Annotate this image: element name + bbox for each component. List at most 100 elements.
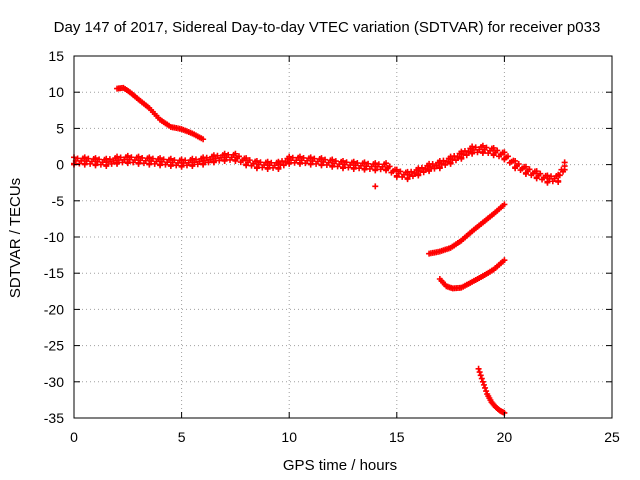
- data-point: [548, 173, 555, 180]
- data-point: [124, 152, 131, 159]
- data-point: [463, 152, 470, 159]
- data-point: [479, 142, 486, 149]
- data-point: [482, 384, 489, 391]
- data-point: [447, 160, 454, 167]
- data-point: [458, 148, 465, 155]
- data-point: [74, 155, 81, 162]
- data-point: [280, 162, 287, 169]
- data-point: [221, 150, 228, 157]
- y-tick-label: -5: [52, 193, 65, 209]
- data-point: [257, 159, 264, 166]
- x-tick-label: 10: [281, 429, 297, 445]
- x-axis-label: GPS time / hours: [283, 457, 397, 474]
- data-point: [289, 154, 296, 161]
- data-point: [275, 165, 282, 172]
- data-point: [296, 153, 303, 160]
- data-point: [361, 159, 368, 166]
- data-point: [178, 156, 185, 163]
- data-point: [411, 170, 418, 177]
- data-point: [406, 171, 413, 178]
- data-point: [322, 156, 329, 163]
- data-point: [561, 159, 568, 166]
- data-point: [454, 153, 461, 160]
- y-axis-label: SDTVAR / TECUs: [7, 178, 24, 298]
- data-point: [431, 165, 438, 172]
- data-point: [490, 152, 497, 159]
- data-point: [318, 155, 325, 162]
- y-tick-label: 10: [48, 84, 64, 100]
- data-point: [472, 144, 479, 151]
- data-point: [210, 152, 217, 159]
- data-point: [171, 157, 178, 164]
- data-point: [225, 151, 232, 158]
- data-point: [329, 156, 336, 163]
- data-point: [372, 160, 379, 167]
- data-point: [221, 157, 228, 164]
- data-point: [422, 165, 429, 172]
- data-point: [286, 153, 293, 160]
- data-point: [479, 150, 486, 157]
- data-point: [103, 163, 110, 170]
- data-point: [296, 160, 303, 167]
- data-point: [476, 369, 483, 376]
- data-marks: [71, 84, 568, 416]
- data-point: [444, 158, 451, 165]
- x-tick-label: 15: [389, 429, 405, 445]
- y-tick-label: -35: [44, 410, 64, 426]
- data-point: [397, 168, 404, 175]
- y-tick-label: -30: [44, 374, 64, 390]
- data-point: [404, 168, 411, 175]
- data-point: [85, 155, 92, 162]
- data-point: [383, 160, 390, 167]
- x-tick-label: 5: [178, 429, 186, 445]
- data-point: [490, 144, 497, 151]
- data-point: [522, 163, 529, 170]
- y-tick-label: -10: [44, 229, 64, 245]
- data-point: [96, 156, 103, 163]
- data-point: [483, 144, 490, 151]
- data-point: [157, 155, 164, 162]
- data-point: [167, 155, 174, 162]
- data-point: [264, 158, 271, 165]
- data-point: [243, 162, 250, 169]
- data-point: [189, 155, 196, 162]
- data-point: [235, 153, 242, 160]
- data-point: [300, 154, 307, 161]
- data-point: [103, 155, 110, 162]
- y-tick-label: 5: [56, 120, 64, 136]
- data-point: [253, 165, 260, 172]
- data-point: [479, 378, 486, 385]
- data-point: [182, 157, 189, 164]
- data-point: [533, 168, 540, 175]
- data-point: [537, 170, 544, 177]
- data-point: [243, 155, 250, 162]
- data-point: [512, 165, 519, 172]
- data-point: [465, 148, 472, 155]
- data-point: [480, 381, 487, 388]
- data-point: [139, 154, 146, 161]
- data-point: [555, 178, 562, 185]
- data-point: [544, 172, 551, 179]
- data-point: [415, 165, 422, 172]
- data-point: [475, 365, 482, 372]
- data-point: [350, 165, 357, 172]
- data-point: [426, 160, 433, 167]
- y-tick-label: -20: [44, 301, 64, 317]
- data-point: [135, 160, 142, 167]
- data-point: [340, 157, 346, 164]
- data-point: [501, 257, 508, 264]
- y-tick-label: 15: [48, 48, 64, 64]
- data-point: [515, 160, 522, 167]
- data-point: [501, 201, 508, 208]
- data-point: [253, 157, 260, 164]
- data-point: [522, 171, 529, 178]
- data-point: [354, 160, 361, 167]
- data-point: [200, 154, 207, 161]
- data-point: [365, 160, 372, 167]
- data-point: [555, 171, 562, 178]
- data-point: [436, 165, 443, 172]
- data-point: [512, 157, 519, 164]
- data-point: [343, 159, 350, 166]
- data-point: [307, 161, 314, 168]
